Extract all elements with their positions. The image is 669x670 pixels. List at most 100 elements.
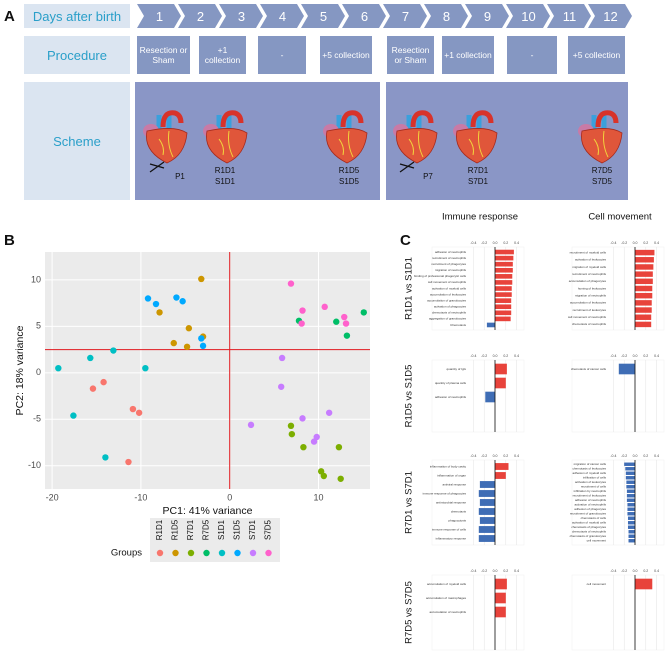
legend-label: S1D1 (217, 519, 226, 540)
bar (486, 322, 495, 328)
row-label: Procedure (24, 36, 130, 74)
x-tick-label: -0.4 (610, 241, 616, 245)
heart-icon (323, 110, 368, 164)
x-tick-label: -0.4 (470, 354, 476, 358)
bar-label: adhesion of myeloid cells (572, 471, 606, 475)
bar-label: recruitment of granulocytes (570, 512, 607, 516)
legend-label: R7D1 (186, 519, 195, 540)
data-point (299, 307, 306, 314)
legend-label: R1D5 (171, 519, 180, 540)
bar-label: adhesion of phagocytes (574, 507, 606, 511)
bar (495, 606, 506, 618)
bar-label: binding of professional phagocytic cells (414, 274, 467, 278)
x-tick-label: 0.4 (654, 569, 659, 573)
data-point (310, 438, 318, 445)
bar (635, 271, 653, 277)
day-label: 12 (603, 8, 618, 24)
data-point (156, 309, 163, 316)
bar (495, 578, 507, 590)
bar-label: chemotaxis of phagocytes (571, 525, 606, 529)
bar (495, 280, 513, 285)
bar (495, 304, 512, 310)
data-point (102, 454, 109, 461)
x-tick-label: 0.0 (633, 354, 638, 358)
x-tick-label: 10 (313, 492, 323, 502)
bar-label: chemotaxis of leukocytes (572, 467, 606, 471)
bar-label: antimicrobial response (436, 500, 466, 504)
heart-artery (468, 130, 484, 158)
legend-swatch (218, 549, 226, 557)
bar-label: migration of cancer cells (574, 462, 607, 466)
data-point (183, 343, 191, 350)
day-chevron (137, 4, 181, 28)
y-tick-label: 5 (36, 321, 41, 331)
heart-aorta (595, 110, 619, 128)
plot-frame (571, 246, 665, 331)
panel-letter: A (4, 8, 15, 25)
bar (628, 539, 635, 543)
procedure-box: Resection or Sham (137, 36, 190, 74)
bar (495, 298, 512, 303)
legend-label: S7D1 (248, 519, 257, 540)
procedure-box: - (507, 36, 557, 74)
x-tick-label: 0.4 (514, 354, 519, 358)
bar (635, 278, 653, 285)
bar (618, 363, 635, 375)
data-point (337, 475, 344, 482)
heart-artery (408, 130, 424, 158)
x-tick-label: -0.2 (481, 241, 487, 245)
bar-label: cell movement (587, 539, 607, 543)
bar-label: chemotaxis of granulocytes (570, 534, 607, 538)
plot-frame (571, 574, 665, 651)
bar (485, 391, 495, 403)
scheme-label: R1D1 (215, 166, 236, 175)
x-tick-label: -0.2 (481, 569, 487, 573)
x-tick-label: -0.4 (470, 454, 476, 458)
bar-label: chemotaxis of cancer cells (571, 367, 607, 371)
bar (478, 535, 495, 542)
y-axis-label: PC2: 18% variance (14, 325, 26, 415)
day-chevron (301, 4, 345, 28)
plot-frame (571, 359, 665, 433)
x-tick-label: 0.4 (514, 241, 519, 245)
data-point (298, 320, 305, 327)
heart-body (206, 128, 248, 164)
row-title: R1D1 vs S1D1 (404, 257, 415, 320)
bar (627, 521, 635, 525)
procedure-box: +5 collection (568, 36, 625, 74)
bar-label: recruitment of myeloid cells (570, 250, 607, 254)
bar (478, 508, 495, 515)
data-point (152, 300, 160, 308)
bar (627, 512, 635, 516)
x-tick-label: -0.4 (610, 454, 616, 458)
bar-label: migration of myeloid cells (572, 265, 606, 269)
bar (495, 261, 513, 267)
x-tick-label: 0.0 (493, 454, 498, 458)
plot-frame (431, 359, 525, 433)
bar (495, 267, 513, 273)
bar-label: inflammation of organ (437, 473, 466, 477)
heart-body (146, 128, 188, 164)
scheme-label: P1 (175, 172, 185, 181)
scheme-label: R7D1 (468, 166, 489, 175)
data-point (129, 405, 137, 413)
bar-label: infiltration of cells (583, 476, 607, 480)
bar-label: chemotaxis of neutrophils (572, 322, 607, 326)
day-chevron (588, 4, 632, 28)
x-tick-label: 0.4 (654, 241, 659, 245)
bar-label: activation of neutrophils (574, 503, 606, 507)
day-chevron (547, 4, 591, 28)
day-chevron (424, 4, 468, 28)
bar-label: recruitment of neutrophils (572, 272, 606, 276)
data-point (198, 335, 205, 342)
bar (627, 516, 635, 520)
legend-swatch (172, 549, 179, 557)
heart-body (396, 128, 438, 164)
x-tick-label: -0.4 (610, 354, 616, 358)
bar (495, 249, 514, 255)
legend-swatch (203, 549, 210, 557)
bar (627, 503, 635, 507)
bar-label: cell movement (587, 582, 607, 586)
legend-swatch (156, 549, 164, 557)
